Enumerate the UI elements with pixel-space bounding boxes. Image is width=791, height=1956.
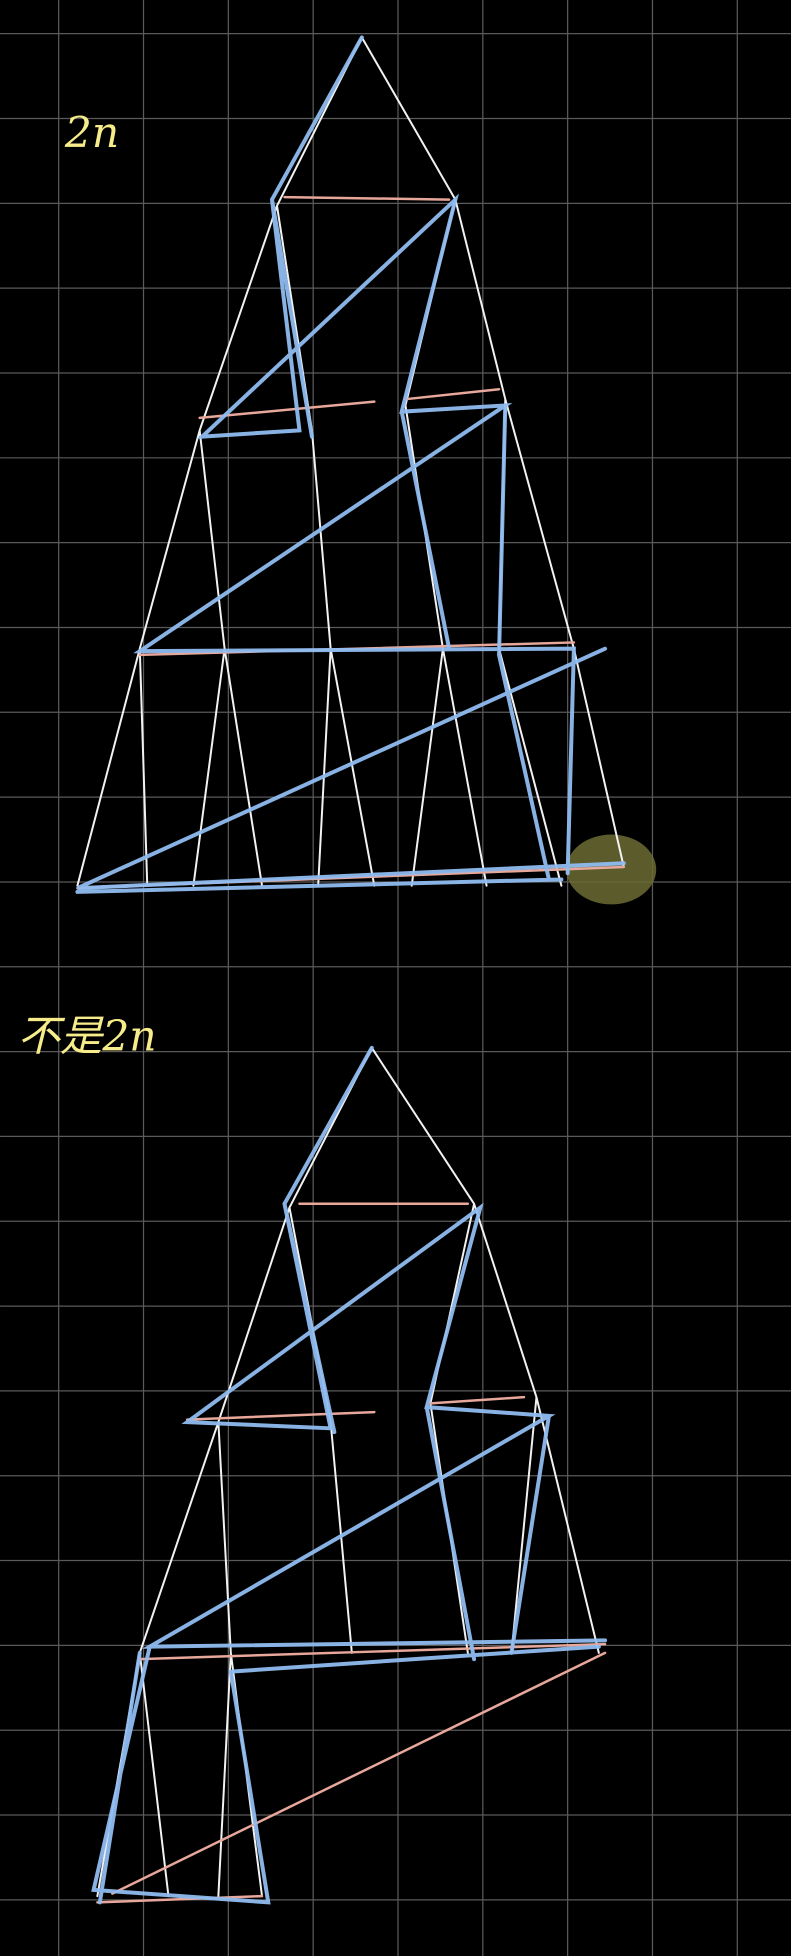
level-links: [96, 1202, 607, 1904]
level-links: [76, 195, 626, 890]
highlight-path: [91, 1045, 608, 1905]
highlight-path: [75, 35, 626, 894]
tree-top: [75, 35, 657, 905]
highlight: [566, 834, 657, 905]
note-label: 2n: [64, 109, 119, 158]
note-label: 不是2n: [18, 1012, 157, 1061]
tree-bottom: [91, 1045, 608, 1905]
